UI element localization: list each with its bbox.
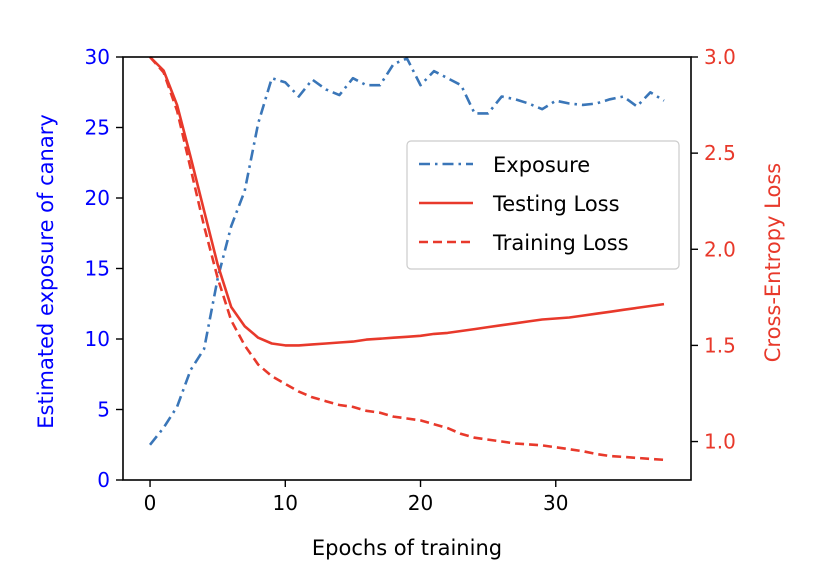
legend-label: Testing Loss [492, 192, 620, 216]
axes-layer: 0 10 20 30 0 5 10 15 20 25 30 1.0 1.5 2.0 2.5 3.0 [85, 45, 736, 515]
series-layer [148, 56, 665, 462]
y-right-tick-label: 1.0 [704, 430, 736, 454]
y-right-tick-label: 2.5 [704, 141, 736, 165]
y-left-tick-label: 5 [97, 398, 110, 422]
y-axis-left-label: Estimated exposure of canary [34, 114, 58, 429]
y-right-tick-label: 1.5 [704, 333, 736, 357]
x-axis-label: Epochs of training [312, 536, 502, 560]
x-tick-label: 0 [144, 491, 157, 515]
y-left-tick-label: 0 [97, 468, 110, 492]
x-tick-label: 30 [543, 491, 568, 515]
y-left-tick-label: 30 [85, 45, 110, 69]
y-left-tick-label: 20 [85, 186, 110, 210]
legend-label: Training Loss [492, 231, 629, 255]
legend-box [406, 140, 680, 270]
y-right-tick-label: 3.0 [704, 45, 736, 69]
y-left-tick-label: 15 [85, 257, 110, 281]
y-axis-right-label: Cross-Entropy Loss [761, 163, 785, 362]
y-left-tick-label: 10 [85, 327, 110, 351]
legend: Exposure Testing Loss Training Loss [406, 140, 680, 270]
x-tick-label: 10 [273, 491, 298, 515]
x-tick-label: 20 [408, 491, 433, 515]
y-left-tick-label: 25 [85, 116, 110, 140]
legend-label: Exposure [493, 153, 590, 177]
series-line-testing-loss [149, 56, 665, 347]
series-line-exposure [148, 57, 665, 446]
series-line-training-loss [149, 56, 665, 462]
y-right-tick-label: 2.0 [704, 237, 736, 261]
